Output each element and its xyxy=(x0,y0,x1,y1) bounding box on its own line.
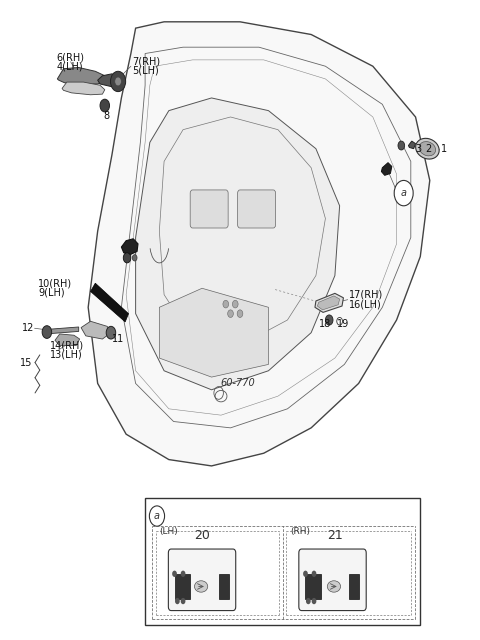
Polygon shape xyxy=(62,82,105,95)
Polygon shape xyxy=(159,288,268,377)
Polygon shape xyxy=(97,74,124,86)
Circle shape xyxy=(132,255,137,261)
Bar xyxy=(349,574,359,599)
Text: 12: 12 xyxy=(22,323,34,333)
Polygon shape xyxy=(81,321,111,339)
Circle shape xyxy=(312,571,316,577)
Text: 5(LH): 5(LH) xyxy=(132,66,158,76)
Circle shape xyxy=(100,99,109,112)
FancyBboxPatch shape xyxy=(168,549,236,611)
Bar xyxy=(175,574,190,599)
FancyBboxPatch shape xyxy=(238,190,276,228)
Bar xyxy=(219,574,228,599)
Text: a: a xyxy=(154,511,160,521)
Polygon shape xyxy=(317,296,340,310)
Polygon shape xyxy=(136,98,340,390)
Circle shape xyxy=(180,598,185,604)
Text: 20: 20 xyxy=(194,529,210,542)
Bar xyxy=(145,498,420,625)
Ellipse shape xyxy=(419,141,436,156)
Circle shape xyxy=(106,326,116,339)
Circle shape xyxy=(172,571,177,577)
Text: 60-770: 60-770 xyxy=(220,378,255,388)
Polygon shape xyxy=(315,293,343,312)
Text: 11: 11 xyxy=(111,334,124,344)
Text: 18: 18 xyxy=(319,319,332,330)
Circle shape xyxy=(325,315,333,325)
Text: 10(RH): 10(RH) xyxy=(38,278,72,288)
Circle shape xyxy=(110,71,126,92)
Text: 21: 21 xyxy=(327,529,343,542)
Text: 8: 8 xyxy=(103,111,109,121)
Text: 9(LH): 9(LH) xyxy=(38,288,65,298)
Text: 17(RH): 17(RH) xyxy=(349,290,384,300)
Polygon shape xyxy=(91,284,129,322)
Text: 19: 19 xyxy=(337,319,349,330)
Circle shape xyxy=(180,571,185,577)
Circle shape xyxy=(394,180,413,206)
Text: 14(RH): 14(RH) xyxy=(50,340,84,350)
Circle shape xyxy=(306,598,311,604)
Polygon shape xyxy=(121,239,138,255)
Polygon shape xyxy=(382,163,392,175)
Circle shape xyxy=(398,141,405,150)
Circle shape xyxy=(149,506,165,526)
Polygon shape xyxy=(408,141,416,148)
Text: 3: 3 xyxy=(415,144,421,154)
Polygon shape xyxy=(46,327,79,334)
Text: 1: 1 xyxy=(441,144,447,154)
Circle shape xyxy=(337,317,343,325)
Text: 13(LH): 13(LH) xyxy=(50,349,83,359)
Ellipse shape xyxy=(327,580,341,592)
Ellipse shape xyxy=(194,580,208,592)
Circle shape xyxy=(223,300,228,308)
Text: 7(RH): 7(RH) xyxy=(132,56,160,66)
Text: 2: 2 xyxy=(426,144,432,154)
Circle shape xyxy=(123,253,131,263)
Polygon shape xyxy=(88,22,430,466)
FancyBboxPatch shape xyxy=(299,549,366,611)
Circle shape xyxy=(237,310,243,317)
Circle shape xyxy=(232,300,238,308)
FancyBboxPatch shape xyxy=(190,190,228,228)
Circle shape xyxy=(42,326,52,339)
Text: 16(LH): 16(LH) xyxy=(349,299,382,309)
Circle shape xyxy=(303,571,308,577)
Text: (LH): (LH) xyxy=(159,527,178,536)
Text: (RH): (RH) xyxy=(290,527,310,536)
Text: 15: 15 xyxy=(20,358,33,368)
Circle shape xyxy=(175,598,180,604)
Circle shape xyxy=(228,310,233,317)
Text: a: a xyxy=(401,188,407,198)
Text: 6(RH): 6(RH) xyxy=(56,52,84,62)
Circle shape xyxy=(312,598,316,604)
Polygon shape xyxy=(55,334,80,346)
Polygon shape xyxy=(57,67,106,84)
Text: 4(LH): 4(LH) xyxy=(56,62,83,72)
Circle shape xyxy=(115,77,121,86)
Bar xyxy=(305,574,321,599)
Ellipse shape xyxy=(416,138,439,159)
